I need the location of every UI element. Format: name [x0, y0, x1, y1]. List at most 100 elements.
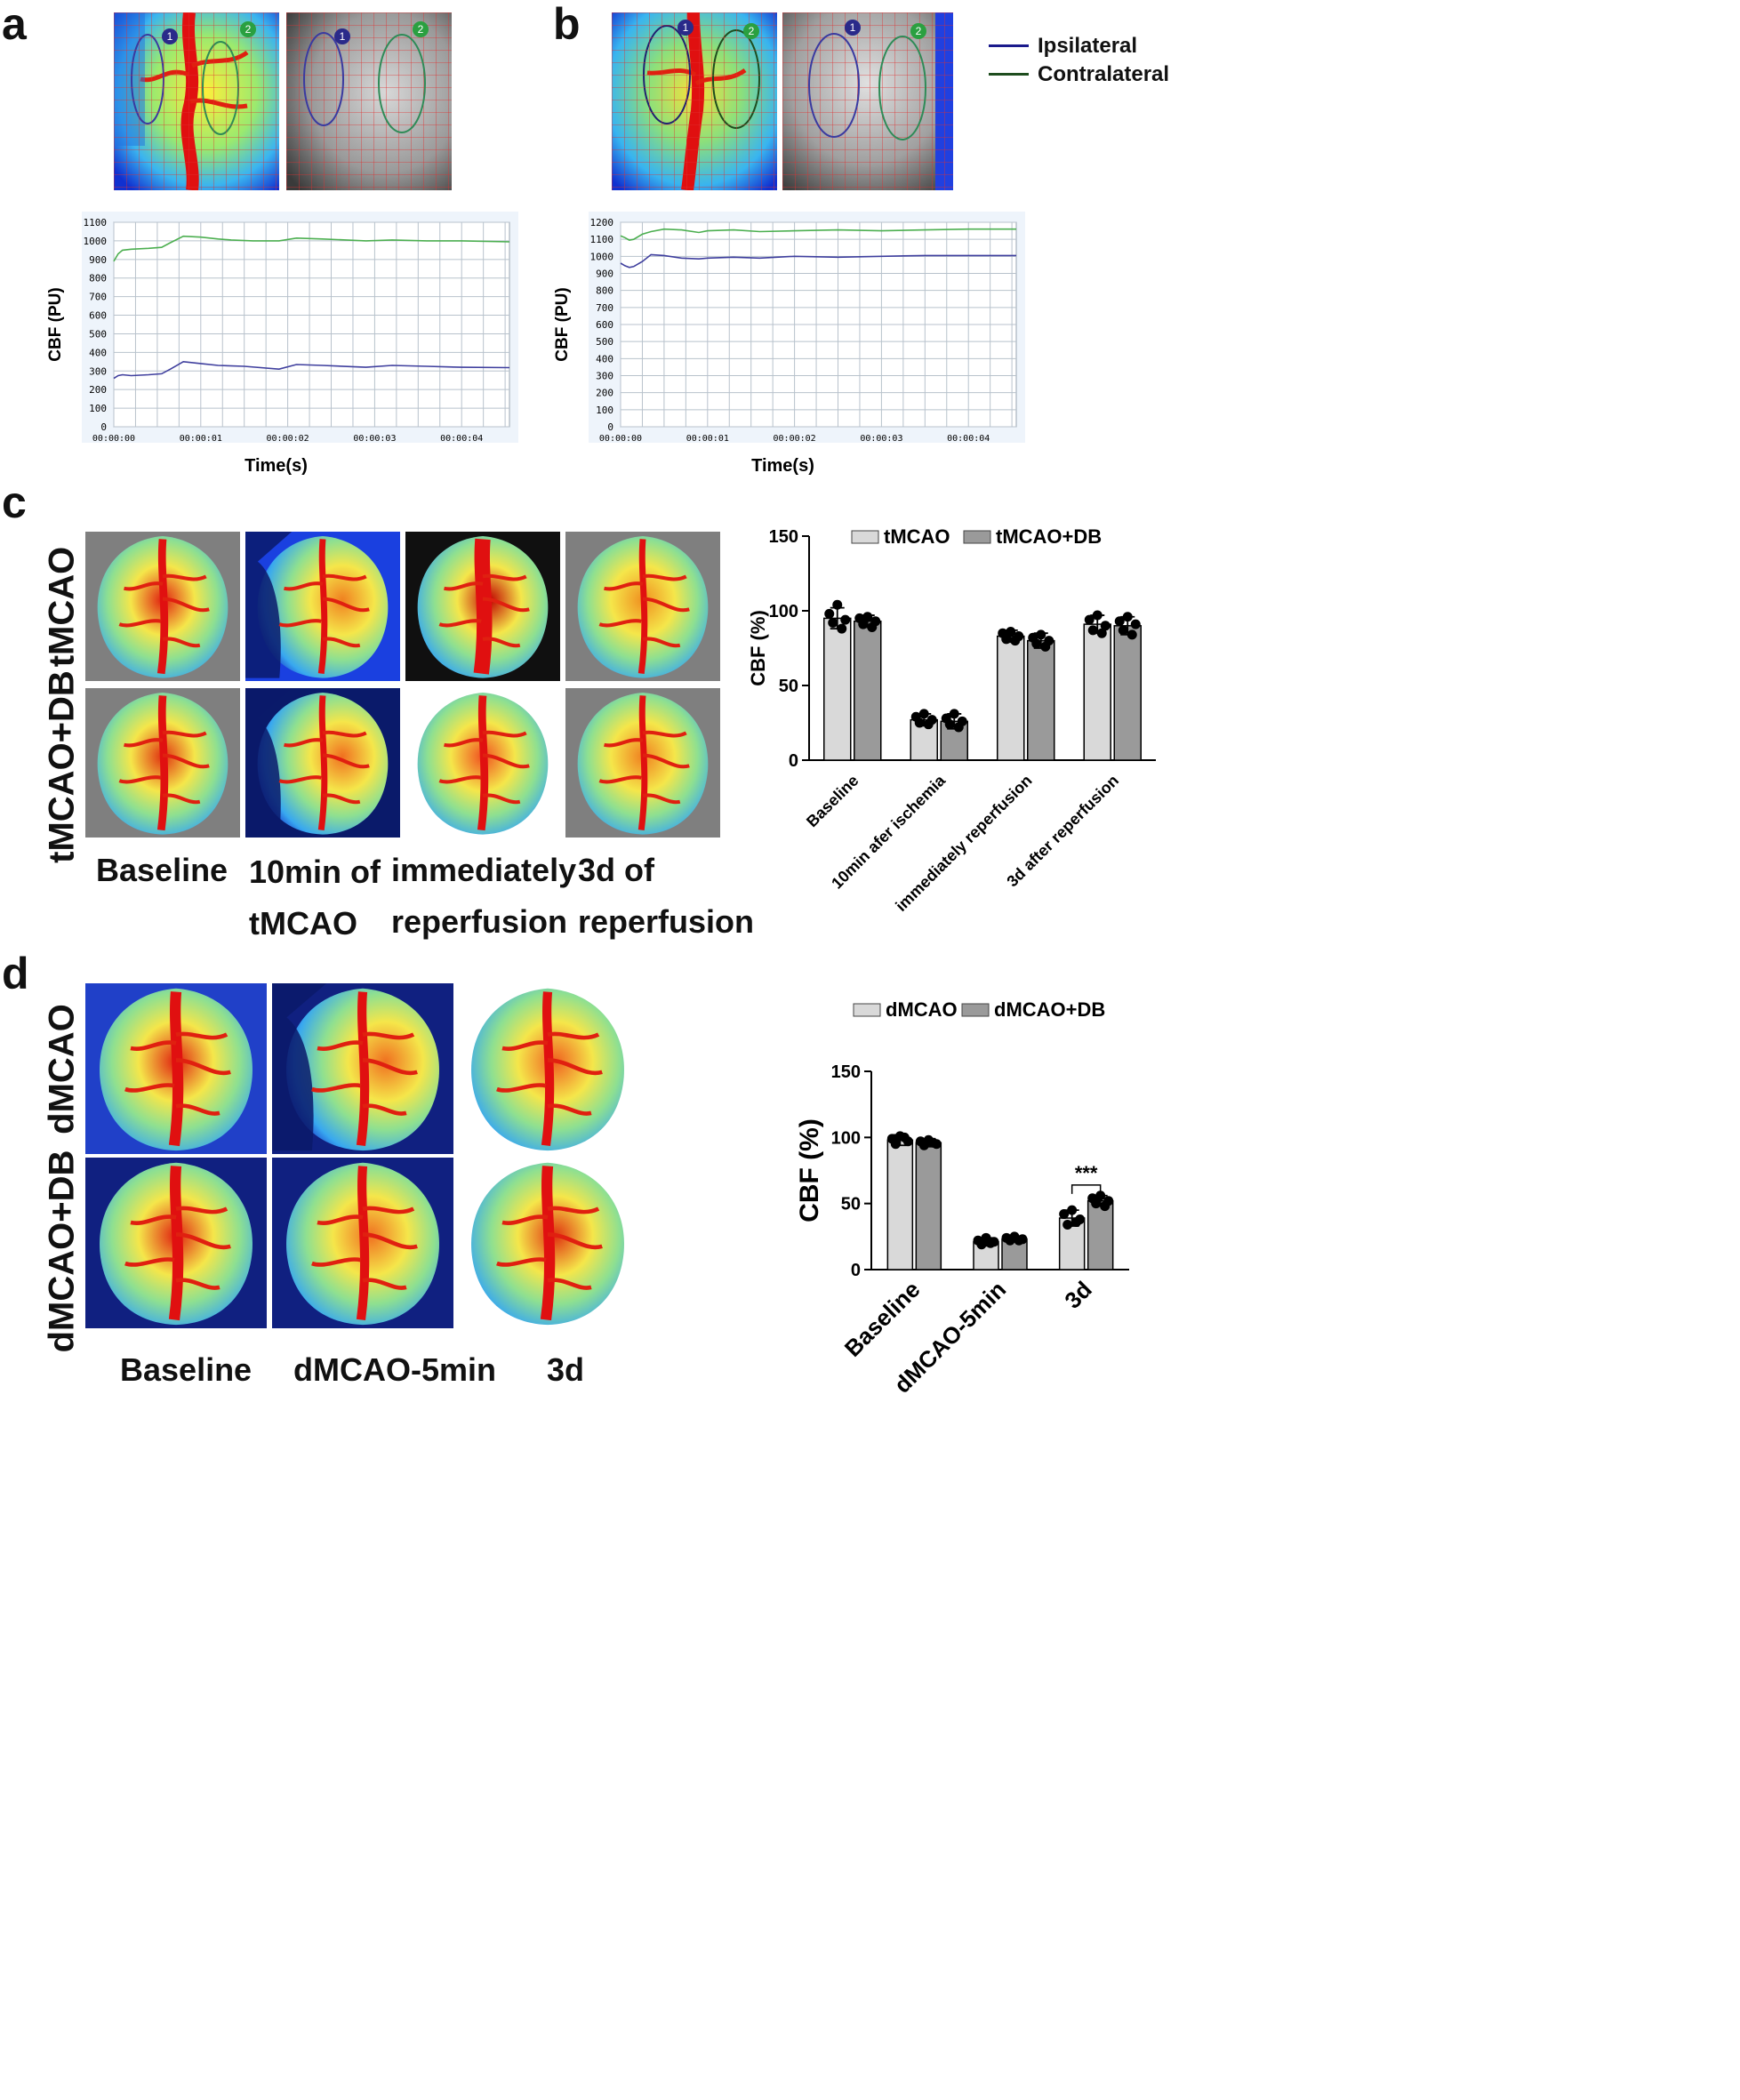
y-tick-label: 800 — [596, 285, 613, 297]
data-point — [824, 608, 835, 619]
bar-tMCAO-3 — [1083, 623, 1111, 761]
y-tick-label: 0 — [607, 421, 613, 433]
roi-marker-1: 1 — [678, 20, 694, 36]
x-tick-label: 00:00:01 — [180, 434, 222, 444]
roi-marker-2: 2 — [910, 23, 926, 39]
bar-dMCAO+DB-0 — [915, 1142, 942, 1270]
data-point — [1005, 1235, 1015, 1246]
x-tick-label: 00:00:03 — [353, 434, 396, 444]
y-tick-label: 150 — [769, 527, 798, 547]
data-point — [1130, 619, 1141, 629]
col-label-c-immediately: immediately reperfusion — [391, 852, 577, 940]
panel-c-image-5-svg — [85, 688, 240, 838]
bar-tMCAO+DB-0 — [854, 621, 882, 761]
bar-dMCAO-0 — [886, 1139, 914, 1270]
y-tick-label: 0 — [851, 1261, 861, 1280]
row-label-dmcao-db: dMCAO+DB — [42, 1150, 82, 1353]
y-tick-label: 200 — [89, 384, 107, 396]
bar-tMCAO+DB-2 — [1027, 639, 1055, 761]
legend-swatch-dMCAO — [853, 1003, 881, 1017]
data-point — [832, 599, 843, 610]
data-point — [899, 1132, 910, 1142]
data-point — [953, 722, 964, 733]
col-label-c-3d: 3d of reperfusion — [578, 852, 755, 940]
panel-c-image-6-svg — [245, 688, 400, 838]
x-tick-label: 00:00:02 — [774, 434, 816, 444]
panel-c-image-2 — [245, 532, 400, 681]
roi-marker-2: 2 — [413, 21, 429, 37]
legend-swatch-dMCAO+DB — [961, 1003, 990, 1017]
data-point — [840, 614, 851, 625]
data-point — [976, 1239, 987, 1250]
y-axis-label: CBF (%) — [795, 1118, 824, 1222]
data-point — [1040, 641, 1051, 652]
panel-d-image-3 — [457, 983, 638, 1154]
data-point — [914, 717, 925, 728]
legend-label-dMCAO+DB: dMCAO+DB — [994, 998, 1105, 1021]
panel-c-image-7 — [405, 688, 560, 838]
panel-label-d: d — [2, 949, 29, 998]
panel-b-grayscale-image — [782, 12, 953, 190]
data-point — [1014, 1235, 1024, 1246]
chart-c: 0 50 100 150 CBF (%) Baseline 10min afer ische… — [738, 511, 1165, 929]
y-tick-label: 1100 — [590, 234, 614, 245]
panel-label-b: b — [553, 0, 581, 49]
panel-c-image-8-svg — [565, 688, 720, 838]
data-point — [858, 619, 869, 629]
y-axis-label: CBF (PU) — [46, 287, 65, 361]
y-tick-label: 700 — [89, 292, 107, 303]
panel-d-image-4 — [85, 1158, 267, 1328]
data-point — [918, 1140, 929, 1150]
y-tick-label: 1200 — [590, 217, 614, 228]
data-point — [1084, 614, 1095, 625]
panel-d-image-1-svg — [85, 983, 267, 1154]
y-tick-label: 600 — [596, 319, 613, 331]
data-point — [1100, 621, 1111, 631]
data-point — [867, 621, 878, 632]
legend-ab: Ipsilateral Contralateral — [989, 34, 1169, 96]
x-axis-label: Time(s) — [245, 456, 308, 476]
y-tick-label: 800 — [89, 273, 107, 285]
data-point — [944, 719, 955, 730]
panel-c-image-1 — [85, 532, 240, 681]
data-point — [1006, 627, 1016, 637]
legend-label-ipsilateral: Ipsilateral — [1038, 34, 1138, 58]
panel-c-image-4 — [565, 532, 720, 681]
y-tick-label: 600 — [89, 310, 107, 322]
panel-a-perfusion-map — [114, 12, 279, 190]
panel-d-image-6 — [457, 1158, 638, 1328]
panel-d-image-5 — [272, 1158, 453, 1328]
data-point — [1095, 1190, 1106, 1201]
data-point — [1118, 625, 1128, 636]
data-point — [1031, 638, 1042, 649]
data-point — [1091, 1198, 1102, 1209]
col-label-d-baseline: Baseline — [120, 1351, 253, 1388]
col-label-c-10min: 10min of tMCAO — [249, 854, 381, 942]
legend-swatch-ipsilateral — [989, 44, 1029, 47]
data-point — [1001, 634, 1012, 645]
data-point — [1036, 629, 1046, 640]
data-point — [862, 612, 873, 622]
data-point — [923, 719, 934, 730]
legend-swatch-contralateral — [989, 73, 1029, 76]
data-point — [1010, 636, 1021, 646]
y-tick-label: 900 — [596, 269, 613, 280]
panel-c-image-5 — [85, 688, 240, 838]
panel-c-image-1-svg — [85, 532, 240, 681]
chart-b-svg: 0 100 200 300 400 500 600 700 800 900 1000 1100 1200… — [553, 212, 1025, 476]
col-label-d-3d: 3d — [547, 1351, 585, 1388]
panel-c-image-2-svg — [245, 532, 400, 681]
y-tick-label: 150 — [831, 1062, 861, 1082]
roi-marker-1: 1 — [334, 28, 350, 44]
panel-a-grayscale-image — [286, 12, 452, 190]
data-point — [890, 1139, 901, 1150]
roi-marker-1: 1 — [162, 28, 178, 44]
row-label-tmcao-db: tMCAO+DB — [42, 670, 82, 863]
data-point — [927, 1137, 938, 1148]
y-tick-label: 300 — [596, 371, 613, 382]
roi-marker-1: 1 — [845, 20, 861, 36]
y-tick-label: 700 — [596, 302, 613, 314]
chart-b: 0 100 200 300 400 500 600 700 800 900 1000 1100 1200… — [542, 212, 1025, 478]
y-tick-label: 100 — [596, 405, 613, 416]
y-tick-label: 400 — [596, 353, 613, 365]
